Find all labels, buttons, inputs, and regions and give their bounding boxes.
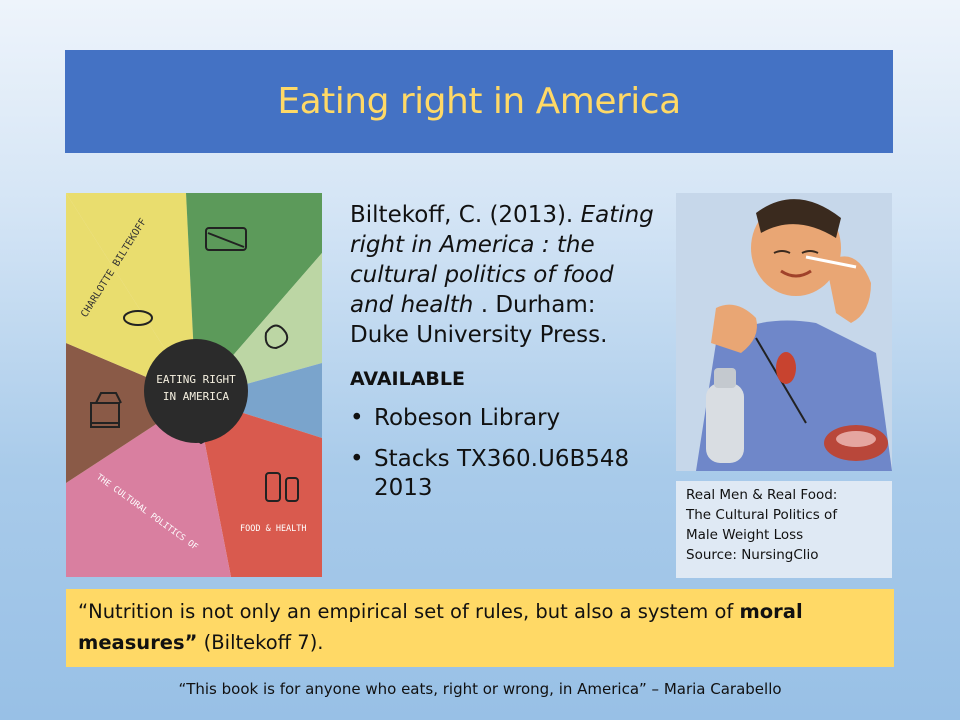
poster-art [676, 193, 892, 471]
availability-item-call-number: Stacks TX360.U6B548 2013 [350, 445, 660, 503]
book-cover-art: EATING RIGHT IN AMERICA CHARLOTTE BILTEK… [66, 193, 322, 577]
cover-title-line1: EATING RIGHT [156, 373, 236, 386]
cover-title-line2: IN AMERICA [163, 390, 230, 403]
quote-emphasis: moral measures” [78, 600, 803, 654]
caption-line: Male Weight Loss [686, 527, 804, 543]
citation-text: Biltekoff, C. (2013). Eating right in Am… [350, 200, 660, 350]
poster-caption: Real Men & Real Food: The Cultural Polit… [676, 481, 892, 578]
title-banner: Eating right in America [65, 50, 893, 153]
footer-quote: “This book is for anyone who eats, right… [178, 680, 782, 698]
availability-item-library: Robeson Library [350, 404, 660, 433]
availability-heading: AVAILABLE [350, 368, 465, 390]
citation-publisher: . Durham: Duke University Press. [350, 292, 608, 348]
poster-illustration [676, 193, 892, 471]
citation-title: Eating right in America : the cultural p… [350, 202, 654, 318]
slide-title: Eating right in America [277, 81, 681, 122]
caption-line: Real Men & Real Food: [686, 487, 838, 503]
citation-author-year: Biltekoff, C. (2013). [350, 202, 574, 228]
quote-citation: (Biltekoff 7). [197, 631, 324, 654]
book-cover-image: EATING RIGHT IN AMERICA CHARLOTTE BILTEK… [66, 193, 322, 577]
caption-source: Source: NursingClio [686, 547, 819, 563]
highlighted-quote: “Nutrition is not only an empirical set … [66, 589, 894, 667]
book-citation: Biltekoff, C. (2013). Eating right in Am… [350, 200, 660, 515]
caption-line: The Cultural Politics of [686, 507, 838, 523]
cover-subtitle-right: FOOD & HEALTH [240, 524, 307, 534]
availability-list: Robeson Library Stacks TX360.U6B548 2013 [350, 404, 660, 503]
quote-text: “Nutrition is not only an empirical set … [78, 600, 740, 623]
